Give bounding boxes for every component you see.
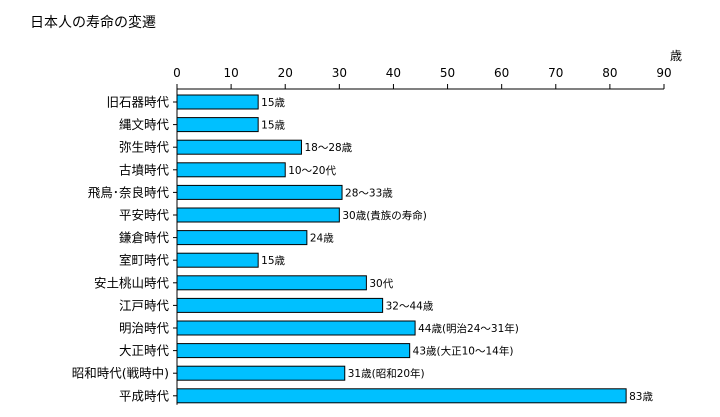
bar [176, 207, 340, 223]
bar [176, 139, 302, 155]
category-label: 昭和時代(戦時中) [72, 366, 169, 381]
bar [176, 320, 416, 336]
value-label: 15歳 [261, 120, 285, 132]
x-tick-label: 30 [332, 66, 347, 80]
x-tick-label: 10 [223, 66, 238, 80]
category-label: 江戸時代 [119, 298, 170, 313]
x-axis: 0 10 20 30 40 50 60 70 80 90 [173, 66, 672, 405]
bar [176, 365, 346, 381]
category-label: 平成時代 [119, 388, 170, 403]
value-label: 28〜33歳 [345, 187, 393, 199]
value-label: 43歳(大正10〜14年) [413, 345, 514, 358]
value-label: 32〜44歳 [386, 300, 434, 312]
x-tick-label: 0 [173, 66, 181, 80]
value-label: 10〜20代 [288, 165, 336, 177]
bar [176, 162, 286, 178]
x-tick-label: 80 [602, 66, 617, 80]
value-label: 24歳 [310, 233, 334, 245]
bar [176, 275, 367, 291]
category-label: 旧石器時代 [106, 95, 169, 110]
category-label: 弥生時代 [119, 140, 170, 155]
x-tick-label: 50 [440, 66, 455, 80]
bar [176, 230, 308, 246]
value-label: 30代 [369, 278, 393, 290]
category-label: 大正時代 [119, 343, 170, 358]
bar [176, 343, 411, 359]
value-label: 31歳(昭和20年) [348, 367, 425, 380]
bar [176, 117, 259, 133]
x-tick-label: 90 [656, 66, 671, 80]
category-label: 縄文時代 [119, 117, 170, 132]
value-label: 44歳(明治24〜31年) [418, 322, 519, 335]
bar [176, 184, 343, 200]
chart-title: 日本人の寿命の変遷 [30, 15, 156, 31]
bar [176, 94, 259, 110]
category-label: 室町時代 [119, 253, 170, 268]
value-label: 18〜28歳 [304, 142, 352, 154]
bar [176, 252, 259, 268]
value-label: 15歳 [261, 97, 285, 109]
value-label: 83歳 [629, 391, 653, 403]
value-label: 30歳(貴族の寿命) [342, 209, 427, 222]
x-axis-unit-label: 歳 [670, 49, 682, 63]
x-tick-label: 40 [386, 66, 401, 80]
bar [176, 388, 627, 404]
category-label: 明治時代 [119, 321, 170, 336]
bar [176, 297, 384, 313]
x-tick-label: 70 [548, 66, 563, 80]
x-tick-label: 60 [494, 66, 509, 80]
category-label: 鎌倉時代 [119, 230, 170, 245]
x-tick-label: 20 [278, 66, 293, 80]
category-label: 安土桃山時代 [94, 275, 170, 290]
category-label: 古墳時代 [119, 162, 170, 177]
category-label: 飛鳥･奈良時代 [88, 185, 170, 200]
category-label: 平安時代 [119, 208, 170, 223]
value-label: 15歳 [261, 255, 285, 267]
